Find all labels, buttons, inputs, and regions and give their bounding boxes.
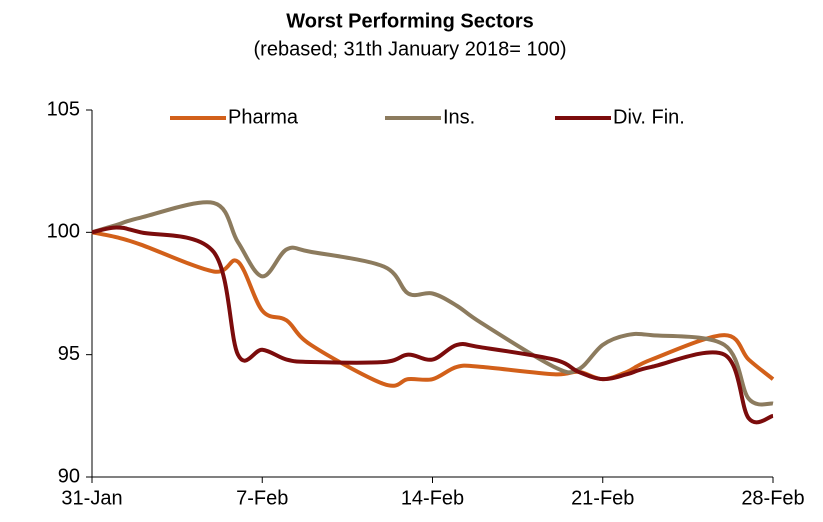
legend-label: Ins. <box>443 106 475 128</box>
x-tick-label: 28-Feb <box>741 487 804 509</box>
x-tick-label: 21-Feb <box>571 487 634 509</box>
chart-title: Worst Performing Sectors <box>286 10 533 32</box>
y-tick-label: 95 <box>58 343 80 365</box>
y-tick-label: 105 <box>47 98 80 120</box>
x-tick-label: 14-Feb <box>401 487 464 509</box>
y-tick-label: 90 <box>58 465 80 487</box>
x-tick-label: 31-Jan <box>61 487 122 509</box>
y-tick-label: 100 <box>47 221 80 243</box>
series-line <box>91 200 774 407</box>
legend-label: Div. Fin. <box>613 106 685 128</box>
x-tick-label: 7-Feb <box>236 487 288 509</box>
series-line <box>91 225 774 425</box>
legend-label: Pharma <box>228 106 299 128</box>
chart-subtitle: (rebased; 31th January 2018= 100) <box>254 38 567 60</box>
